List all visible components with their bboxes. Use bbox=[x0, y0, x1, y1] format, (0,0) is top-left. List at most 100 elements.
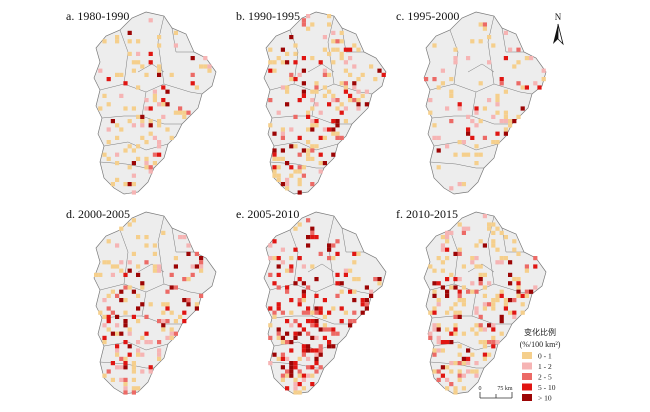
change-cell bbox=[314, 277, 319, 282]
change-cell bbox=[457, 251, 462, 256]
change-cell bbox=[165, 89, 170, 94]
change-cell bbox=[440, 235, 445, 240]
legend-swatch bbox=[522, 373, 532, 380]
change-cell bbox=[276, 56, 281, 61]
change-cell bbox=[432, 77, 437, 82]
change-cell bbox=[466, 369, 471, 374]
change-cell bbox=[178, 314, 183, 319]
change-cell bbox=[318, 169, 323, 174]
change-cell bbox=[161, 302, 166, 307]
change-cell bbox=[348, 47, 353, 52]
change-cell bbox=[449, 361, 454, 366]
change-cell bbox=[449, 306, 454, 311]
change-cell bbox=[285, 60, 290, 65]
county-boundary bbox=[471, 91, 512, 125]
change-cell bbox=[280, 135, 285, 140]
change-cell bbox=[503, 119, 508, 124]
legend-label: 1 - 2 bbox=[538, 362, 552, 371]
change-cell bbox=[301, 22, 306, 27]
change-cell bbox=[203, 64, 208, 69]
change-cell bbox=[272, 165, 277, 170]
change-cell bbox=[339, 306, 344, 311]
legend-label: > 10 bbox=[538, 394, 552, 403]
change-cell bbox=[491, 335, 496, 340]
change-cell bbox=[297, 373, 302, 378]
change-cell bbox=[331, 331, 336, 336]
change-cell bbox=[478, 264, 483, 269]
change-cell bbox=[440, 243, 445, 248]
change-cell bbox=[461, 264, 466, 269]
change-cell bbox=[268, 306, 273, 311]
change-cell bbox=[306, 156, 311, 161]
county-boundary bbox=[157, 15, 165, 85]
change-cell bbox=[194, 251, 199, 256]
change-cell bbox=[310, 148, 315, 153]
change-cell bbox=[331, 30, 336, 35]
change-cell bbox=[285, 386, 290, 391]
change-cell bbox=[190, 81, 195, 86]
change-cell bbox=[335, 135, 340, 140]
change-cell bbox=[297, 331, 302, 336]
change-cell bbox=[352, 310, 357, 315]
change-cell bbox=[318, 152, 323, 157]
change-cell bbox=[327, 22, 332, 27]
change-cell bbox=[310, 365, 315, 370]
change-cell bbox=[152, 251, 157, 256]
change-cell bbox=[495, 131, 500, 136]
county-boundary bbox=[487, 15, 495, 85]
change-cell bbox=[318, 348, 323, 353]
change-cell bbox=[115, 243, 120, 248]
change-cells bbox=[94, 218, 204, 395]
change-cell bbox=[165, 335, 170, 340]
change-cell bbox=[449, 119, 454, 124]
change-cell bbox=[301, 93, 306, 98]
change-cell bbox=[310, 119, 315, 124]
change-cell bbox=[322, 161, 327, 166]
change-cell bbox=[186, 302, 191, 307]
change-cell bbox=[207, 64, 212, 69]
change-cell bbox=[428, 264, 433, 269]
change-cell bbox=[136, 235, 141, 240]
change-cell bbox=[293, 114, 298, 119]
change-cell bbox=[297, 169, 302, 174]
change-cell bbox=[503, 89, 508, 94]
change-cell bbox=[314, 293, 319, 298]
change-cell bbox=[331, 152, 336, 157]
change-cell bbox=[432, 268, 437, 273]
change-cell bbox=[173, 110, 178, 115]
change-cell bbox=[110, 310, 115, 315]
change-cell bbox=[508, 47, 513, 52]
change-cell bbox=[152, 264, 157, 269]
panel-label: c. 1995-2000 bbox=[396, 9, 459, 23]
change-cell bbox=[280, 127, 285, 132]
change-cell bbox=[335, 98, 340, 103]
change-cell bbox=[478, 119, 483, 124]
change-cell bbox=[310, 382, 315, 387]
change-cell bbox=[131, 251, 136, 256]
change-cell bbox=[318, 135, 323, 140]
change-cell bbox=[322, 68, 327, 73]
change-cell bbox=[453, 47, 458, 52]
change-cell bbox=[310, 22, 315, 27]
change-cell bbox=[369, 289, 374, 294]
change-cell bbox=[343, 47, 348, 52]
region-outline bbox=[263, 211, 387, 395]
change-cell bbox=[352, 319, 357, 324]
change-cell bbox=[148, 169, 153, 174]
change-cell bbox=[314, 356, 319, 361]
change-cell bbox=[314, 144, 319, 149]
change-cell bbox=[314, 85, 319, 90]
change-cell bbox=[136, 352, 141, 357]
county-boundary bbox=[103, 341, 169, 351]
change-cell bbox=[276, 272, 281, 277]
change-cell bbox=[144, 331, 149, 336]
change-cell bbox=[457, 277, 462, 282]
change-cell bbox=[301, 289, 306, 294]
change-cell bbox=[478, 272, 483, 277]
change-cell bbox=[285, 85, 290, 90]
change-cell bbox=[335, 239, 340, 244]
change-cell bbox=[115, 152, 120, 157]
change-cell bbox=[199, 256, 204, 261]
change-cell bbox=[495, 298, 500, 303]
change-cell bbox=[115, 314, 120, 319]
